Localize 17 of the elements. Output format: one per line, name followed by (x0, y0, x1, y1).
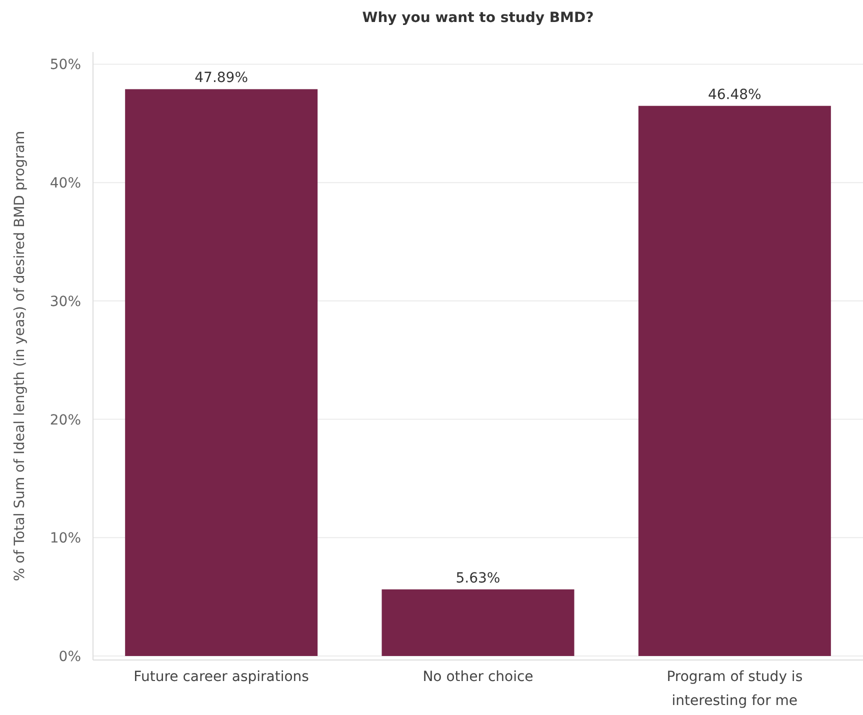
y-tick-label: 30% (50, 294, 81, 310)
bar (125, 89, 318, 656)
x-tick-label: Program of study is interesting for me (666, 669, 803, 709)
data-label: 5.63% (456, 570, 500, 586)
chart-title: Why you want to study BMD? (362, 10, 594, 26)
data-label: 47.89% (194, 70, 248, 86)
x-tick-label: No other choice (422, 669, 534, 685)
bar (382, 589, 574, 656)
data-label: 46.48% (708, 86, 762, 103)
y-axis-title: % of Total Sum of Ideal length (in yeas) of desired BMD program (12, 130, 28, 582)
x-tick-label: Future career aspirations (134, 669, 309, 685)
y-tick-label: 50% (50, 57, 81, 74)
bar (638, 106, 831, 656)
y-tick-label: 40% (50, 176, 81, 192)
y-tick-label: 0% (58, 649, 81, 665)
y-tick-label: 20% (50, 412, 81, 428)
y-tick-label: 10% (50, 530, 81, 547)
